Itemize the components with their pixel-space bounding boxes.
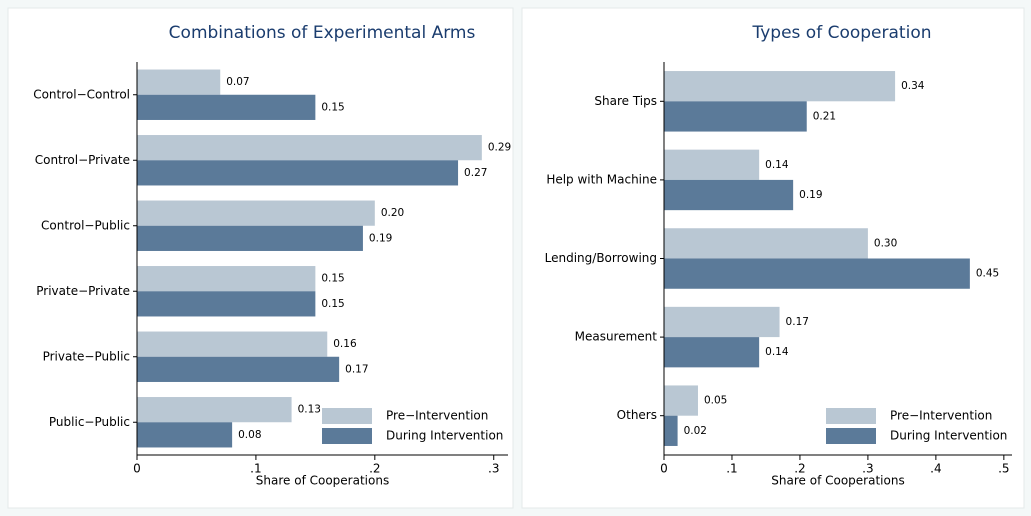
value-label: 0.45 [976, 268, 999, 280]
chart-title: Combinations of Experimental Arms [169, 23, 476, 43]
y-tick-label: Others [617, 408, 657, 422]
bar [664, 149, 760, 180]
bar [664, 258, 970, 289]
bar [137, 160, 459, 186]
value-label: 0.14 [765, 159, 789, 171]
value-label: 0.30 [874, 237, 897, 249]
y-tick-label: Private−Private [36, 284, 130, 298]
y-tick-label: Lending/Borrowing [545, 251, 657, 265]
value-label: 0.29 [488, 142, 511, 154]
legend-swatch [322, 408, 372, 424]
bar [664, 71, 896, 102]
y-tick-label: Control−Public [41, 218, 130, 232]
x-tick-label: .2 [369, 462, 380, 476]
bar [664, 228, 868, 259]
x-tick-label: .1 [250, 462, 261, 476]
value-label: 0.27 [464, 167, 487, 179]
x-axis-label: Share of Cooperations [256, 474, 389, 488]
bar [137, 422, 233, 448]
value-label: 0.13 [298, 404, 321, 416]
bar [664, 306, 780, 338]
value-label: 0.21 [813, 110, 836, 122]
y-tick-label: Share Tips [594, 94, 657, 108]
bar [664, 385, 698, 416]
legend-swatch [826, 428, 876, 444]
legend-label: During Intervention [890, 429, 1007, 443]
bar [137, 200, 375, 226]
legend-swatch [322, 428, 372, 444]
value-label: 0.34 [901, 80, 925, 92]
value-label: 0.17 [786, 316, 809, 328]
bar [137, 356, 340, 382]
value-label: 0.15 [321, 101, 344, 113]
legend-label: Pre−Intervention [890, 409, 992, 423]
left-panel [7, 7, 514, 509]
bar [137, 291, 316, 317]
x-tick-label: .5 [998, 462, 1009, 476]
bar [137, 225, 363, 251]
bar [137, 266, 316, 292]
x-tick-label: .1 [726, 462, 737, 476]
x-tick-label: .4 [930, 462, 941, 476]
bar [137, 135, 482, 161]
value-label: 0.17 [345, 363, 368, 375]
chart-title: Types of Cooperation [752, 23, 932, 43]
bar [664, 415, 678, 446]
bar [137, 69, 221, 95]
y-tick-label: Control−Control [33, 87, 130, 101]
x-tick-label: .3 [862, 462, 873, 476]
bar [137, 331, 328, 357]
y-tick-label: Measurement [575, 330, 658, 344]
x-tick-label: 0 [660, 462, 668, 476]
bar [664, 101, 807, 132]
value-label: 0.05 [704, 395, 727, 407]
value-label: 0.20 [381, 207, 404, 219]
legend-label: Pre−Intervention [386, 409, 488, 423]
value-label: 0.07 [226, 76, 249, 88]
y-tick-label: Help with Machine [546, 172, 657, 186]
x-tick-label: .3 [488, 462, 499, 476]
bar [664, 179, 794, 211]
value-label: 0.19 [369, 232, 392, 244]
value-label: 0.16 [333, 338, 357, 350]
value-label: 0.08 [238, 429, 261, 441]
y-tick-label: Public−Public [49, 415, 130, 429]
value-label: 0.19 [799, 189, 822, 201]
bar [137, 397, 292, 423]
value-label: 0.15 [321, 273, 344, 285]
y-tick-label: Control−Private [35, 153, 130, 167]
y-tick-label: Private−Public [43, 349, 130, 363]
x-axis-label: Share of Cooperations [771, 474, 904, 488]
value-label: 0.02 [684, 425, 707, 437]
x-tick-label: .2 [794, 462, 805, 476]
legend-swatch [826, 408, 876, 424]
bar [137, 94, 316, 120]
value-label: 0.14 [765, 346, 789, 358]
value-label: 0.15 [321, 298, 344, 310]
legend-label: During Intervention [386, 429, 503, 443]
x-tick-label: 0 [133, 462, 141, 476]
bar [664, 337, 760, 368]
